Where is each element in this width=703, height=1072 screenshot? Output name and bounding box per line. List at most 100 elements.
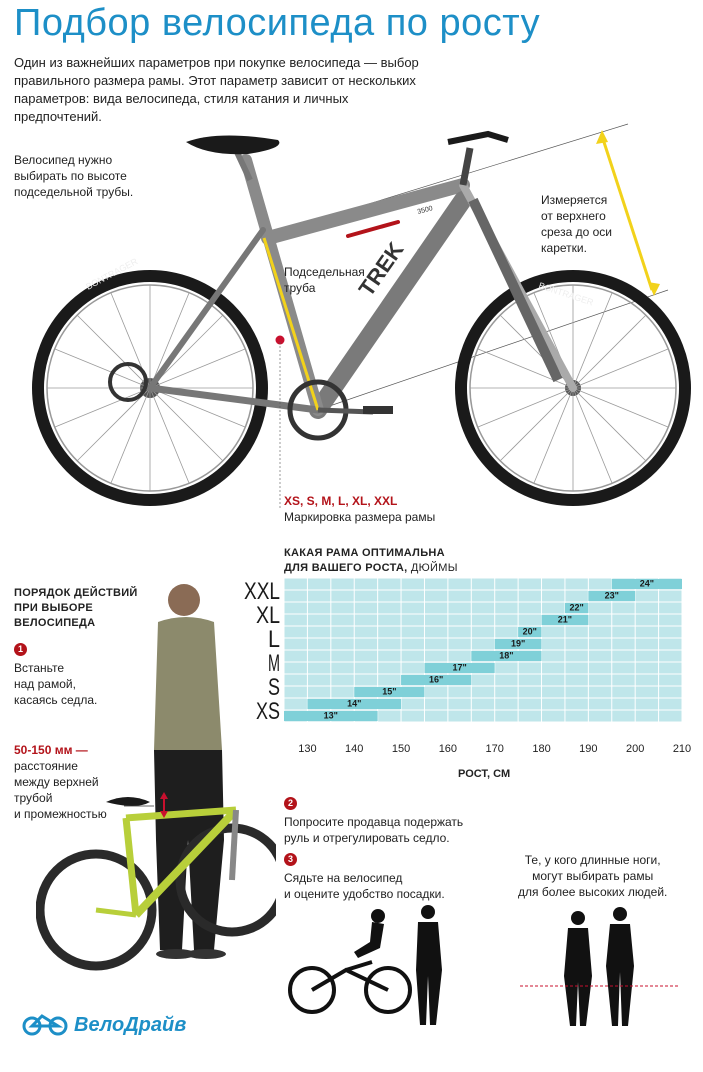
step-line: Встаньте <box>14 661 65 675</box>
bar-label-8: 21" <box>558 615 572 625</box>
fork <box>468 197 563 383</box>
rider-silhouette <box>288 909 412 1014</box>
step-3: 3 Сядьте на велосипед и оцените удобство… <box>284 850 445 902</box>
page-title: Подбор велосипеда по росту <box>14 2 541 44</box>
bar-label-0: 13" <box>324 711 338 721</box>
seller-silhouette <box>416 905 442 1025</box>
chart-grid <box>283 577 683 723</box>
note-line: каретки. <box>541 241 587 255</box>
step-line: над рамой, <box>14 677 76 691</box>
gap-line: трубой <box>14 791 53 805</box>
bar-frame-4 <box>424 663 495 673</box>
x-tick-190: 190 <box>579 743 597 755</box>
label-line: труба <box>284 281 316 295</box>
step-1-number: 1 <box>14 643 27 656</box>
gap-line: расстояние <box>14 759 78 773</box>
bar-frame-9 <box>564 603 589 613</box>
seat-tube-label: Подседельная труба <box>284 264 365 296</box>
step-2: 2 Попросите продавца подержать руль и от… <box>284 794 463 846</box>
step-line: Попросите продавца подержать <box>284 815 464 829</box>
step-line: касаясь седла. <box>14 693 98 707</box>
size-label-s: S <box>268 674 280 701</box>
bar-frame-11 <box>611 579 682 589</box>
x-axis-title: РОСТ, СМ <box>458 768 511 780</box>
bar-label-7: 20" <box>523 627 537 637</box>
gap-note: 50-150 мм — расстояние между верхней тру… <box>14 742 107 822</box>
size-label-xl: XL <box>256 602 280 629</box>
chart-title-line2: ДЛЯ ВАШЕГО РОСТА, <box>284 562 408 574</box>
velodrive-logo-text: ВелоДрайв <box>74 1014 187 1036</box>
chart-bars: 13" 14" 15" 16" 17" 18" 19" 20" 21" 22" 23" 24" <box>284 579 682 721</box>
seat-tube-note: Велосипед нужно выбирать по высоте подсе… <box>14 152 133 200</box>
chart-title-line1: КАКАЯ РАМА ОПТИМАЛЬНА <box>284 547 445 559</box>
seat-tube-dot <box>275 335 285 345</box>
note-line: среза до оси <box>541 225 612 239</box>
size-label-m: M <box>268 650 280 677</box>
x-tick-170: 170 <box>486 743 504 755</box>
chart-title-unit: ДЮЙМЫ <box>410 562 458 574</box>
legs-line: Те, у кого длинные ноги, <box>524 853 661 867</box>
bar-label-5: 18" <box>499 651 513 661</box>
bike-illustration: BONTRAGER BONTRAGER TREK 3500 <box>32 123 691 510</box>
step-2-number: 2 <box>284 797 297 810</box>
intro-paragraph: Один из важнейших параметров при покупке… <box>14 55 419 124</box>
bar-frame-6 <box>494 639 542 649</box>
note-line: Велосипед нужно <box>14 153 113 167</box>
legs-line: для более высоких людей. <box>518 885 668 899</box>
note-line: выбирать по высоте <box>14 169 127 183</box>
gap-line: и промежностью <box>14 807 107 821</box>
note-line: Измеряется <box>541 193 608 207</box>
gap-line: между верхней <box>14 775 99 789</box>
stem <box>459 147 474 186</box>
legs-note: Те, у кого длинные ноги, могут выбирать … <box>518 852 667 900</box>
bar-label-3: 16" <box>429 675 443 685</box>
size-label-xxl: XXL <box>244 578 280 605</box>
pedal <box>363 406 393 414</box>
frame-model: 3500 <box>417 205 434 216</box>
gap-value: 50-150 мм — <box>14 743 88 757</box>
x-tick-150: 150 <box>392 743 410 755</box>
frame-size-chart: 13" 14" 15" 16" 17" 18" 19" 20" 21" 22" 23" 24" XSS… <box>244 577 691 755</box>
size-label-xs: XS <box>256 698 280 725</box>
legs-line: могут выбирать рамы <box>532 869 654 883</box>
bar-frame-3 <box>401 675 472 685</box>
label-line: Подседельная <box>284 265 365 279</box>
steps-title-line: ПРИ ВЫБОРЕ <box>14 602 94 614</box>
bar-frame-10 <box>588 591 636 601</box>
measure-arrowhead-bottom <box>648 282 660 296</box>
cassette <box>108 362 148 402</box>
measure-arrowhead-top <box>596 130 608 144</box>
x-tick-200: 200 <box>626 743 644 755</box>
bar-frame-0 <box>284 711 378 721</box>
silhouettes-illustration <box>288 905 680 1026</box>
guide-line-bottom <box>317 289 669 411</box>
person-silhouette-tall <box>606 907 634 1026</box>
bar-frame-2 <box>354 687 425 697</box>
bar-label-10: 23" <box>605 591 619 601</box>
note-line: от верхнего <box>541 209 606 223</box>
frame-sizes-list: XS, S, M, L, XL, XXL <box>284 494 398 508</box>
measure-arrow <box>600 135 654 291</box>
step-1: 1 Встаньте над рамой, касаясь седла. <box>14 640 97 708</box>
chart-x-ticks: 130 140 150 160 170 180 190 200 210 <box>298 743 691 755</box>
steps-title-line: ПОРЯДОК ДЕЙСТВИЙ <box>14 587 138 599</box>
bar-label-2: 15" <box>382 687 396 697</box>
x-tick-210: 210 <box>673 743 691 755</box>
x-tick-140: 140 <box>345 743 363 755</box>
size-label-l: L <box>268 626 280 653</box>
steps-title: ПОРЯДОК ДЕЙСТВИЙ ПРИ ВЫБОРЕ ВЕЛОСИПЕДА <box>14 586 138 631</box>
x-tick-180: 180 <box>532 743 550 755</box>
bar-label-4: 17" <box>452 663 466 673</box>
seat-post <box>233 148 253 182</box>
bar-label-11: 24" <box>640 579 654 589</box>
x-tick-130: 130 <box>298 743 316 755</box>
velodrive-logo-icon <box>22 1014 68 1036</box>
note-line: подседельной трубы. <box>14 185 134 199</box>
bar-frame-5 <box>471 651 542 661</box>
bar-frame-8 <box>541 615 589 625</box>
bar-label-6: 19" <box>511 639 525 649</box>
step-line: и оцените удобство посадки. <box>284 887 445 901</box>
x-tick-160: 160 <box>439 743 457 755</box>
lime-bike <box>36 797 276 971</box>
